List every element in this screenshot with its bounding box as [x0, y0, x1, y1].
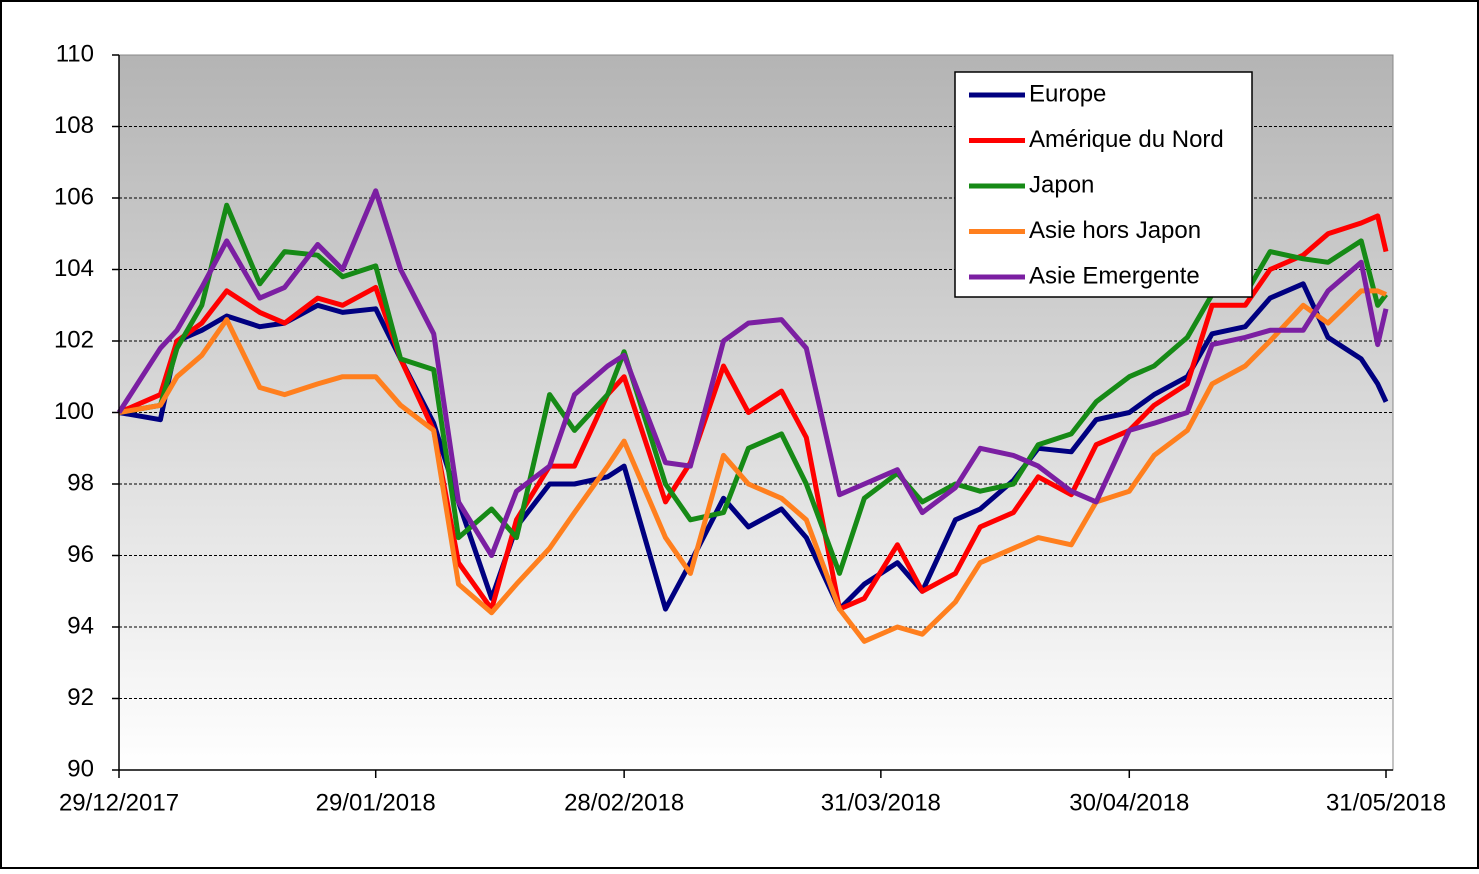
x-tick-label: 30/04/2018 [1069, 789, 1189, 816]
y-tick-label: 102 [54, 326, 94, 353]
legend-label: Asie hors Japon [1029, 217, 1201, 244]
y-tick-label: 106 [54, 183, 94, 210]
y-tick-label: 92 [67, 684, 94, 711]
y-tick-label: 96 [67, 541, 94, 568]
y-tick-label: 108 [54, 112, 94, 139]
y-tick-label: 104 [54, 255, 94, 282]
y-tick-label: 110 [56, 40, 94, 67]
x-tick-label: 29/12/2017 [59, 789, 179, 816]
y-tick-label: 100 [54, 398, 94, 425]
legend-label: Asie Emergente [1029, 262, 1200, 289]
y-tick-label: 98 [67, 469, 94, 496]
x-tick-label: 31/05/2018 [1326, 789, 1446, 816]
series-line [118, 202, 1388, 576]
legend-label: Europe [1029, 80, 1106, 107]
y-tick-label: 94 [67, 612, 94, 639]
legend-label: Japon [1029, 171, 1094, 198]
y-tick-label: 90 [67, 755, 94, 782]
series-line [118, 288, 1387, 644]
series-line [118, 281, 1389, 612]
x-tick-label: 28/02/2018 [564, 789, 684, 816]
series-line [118, 213, 1389, 612]
series-line [116, 188, 1389, 558]
x-tick-label: 29/01/2018 [316, 789, 436, 816]
legend-label: Amérique du Nord [1029, 126, 1224, 153]
x-tick-label: 31/03/2018 [821, 789, 941, 816]
